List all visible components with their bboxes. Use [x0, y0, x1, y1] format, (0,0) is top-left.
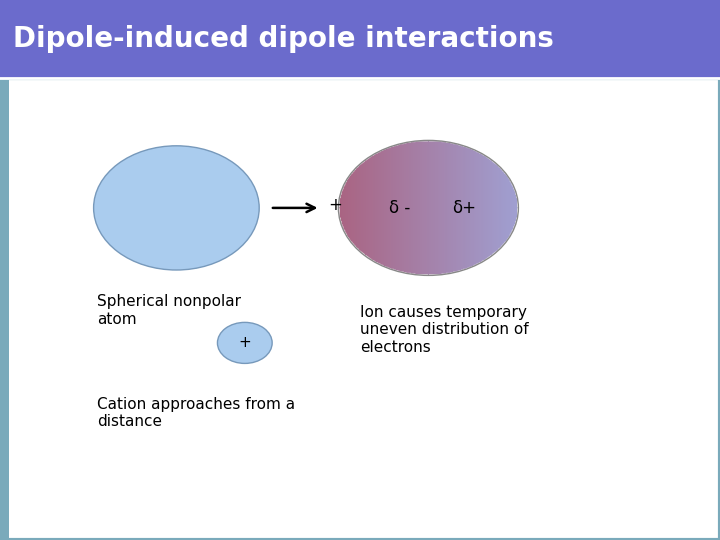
Circle shape	[217, 322, 272, 363]
Text: +: +	[238, 335, 251, 350]
FancyBboxPatch shape	[0, 0, 720, 78]
FancyBboxPatch shape	[0, 78, 720, 540]
FancyBboxPatch shape	[0, 78, 9, 540]
Text: Cation approaches from a
distance: Cation approaches from a distance	[97, 397, 295, 429]
Circle shape	[94, 146, 259, 270]
Text: δ+: δ+	[452, 199, 477, 217]
Text: Ion causes temporary
uneven distribution of
electrons: Ion causes temporary uneven distribution…	[360, 305, 528, 355]
Text: Dipole-induced dipole interactions: Dipole-induced dipole interactions	[13, 25, 554, 53]
Text: δ -: δ -	[389, 199, 410, 217]
Text: Spherical nonpolar
atom: Spherical nonpolar atom	[97, 294, 241, 327]
Text: +: +	[328, 196, 342, 214]
